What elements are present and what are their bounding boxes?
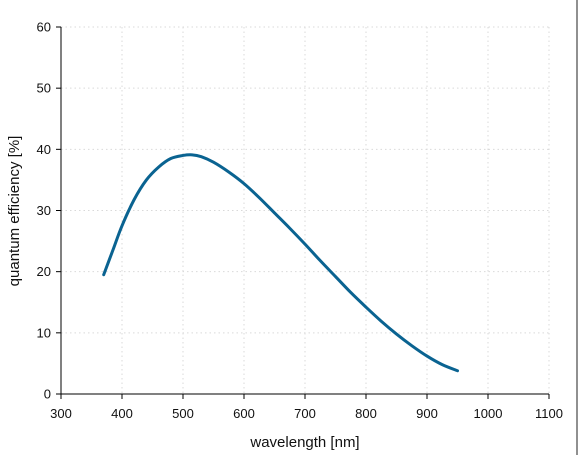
x-axis-title: wavelength [nm] xyxy=(249,434,359,451)
x-tick-label: 700 xyxy=(294,406,316,421)
x-tick-label: 300 xyxy=(50,406,72,421)
x-tick-label: 500 xyxy=(172,406,194,421)
grid-lines xyxy=(61,26,550,394)
y-tick-label: 0 xyxy=(44,387,51,402)
y-tick-label: 30 xyxy=(37,203,51,218)
y-tick-label: 20 xyxy=(37,264,51,279)
x-tick-label: 1100 xyxy=(535,406,563,421)
x-tick-label: 800 xyxy=(355,406,377,421)
x-axis-ticks: 300 400 500 600 700 800 900 1000 1100 xyxy=(50,394,563,421)
quantum-efficiency-series-line xyxy=(102,153,459,373)
y-tick-label: 50 xyxy=(37,81,51,96)
y-tick-label: 40 xyxy=(37,142,51,157)
x-tick-label: 600 xyxy=(233,406,255,421)
x-tick-label: 900 xyxy=(416,406,438,421)
series-layer xyxy=(102,153,459,373)
y-axis-title: quantum efficiency [%] xyxy=(6,136,23,287)
x-tick-label: 400 xyxy=(111,406,133,421)
axes xyxy=(60,0,578,455)
y-tick-label: 60 xyxy=(37,20,51,35)
y-tick-label: 10 xyxy=(37,325,51,340)
x-tick-label: 1000 xyxy=(474,406,503,421)
y-axis-ticks: 0 10 20 30 40 50 60 xyxy=(37,20,61,402)
